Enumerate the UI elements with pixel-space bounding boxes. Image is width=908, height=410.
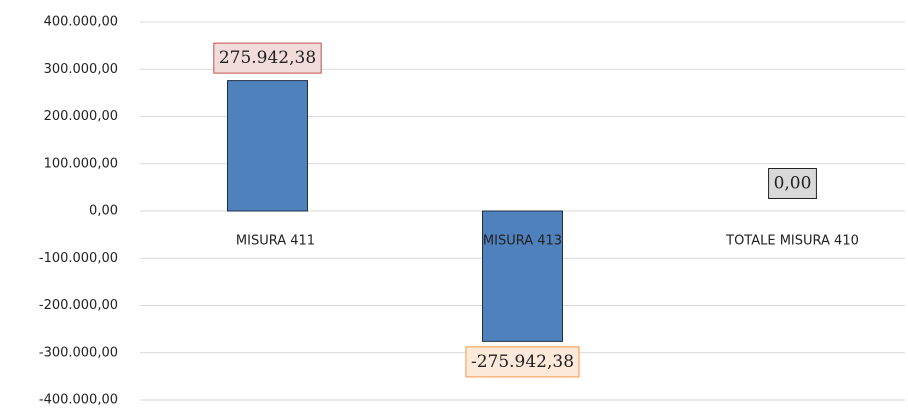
y-tick-label: 400.000,00 bbox=[44, 15, 118, 30]
value-label: 0,00 bbox=[774, 174, 812, 194]
value-label-bg bbox=[213, 42, 322, 74]
y-tick-label: -100.000,00 bbox=[39, 251, 118, 266]
x-tick-label: MISURA 413 bbox=[483, 234, 562, 249]
y-tick-label: -200.000,00 bbox=[39, 298, 118, 313]
y-tick-label: 300.000,00 bbox=[44, 62, 118, 77]
value-label: -275.942,38 bbox=[471, 352, 574, 372]
y-tick-label: 200.000,00 bbox=[44, 109, 118, 124]
value-label-bg bbox=[465, 346, 580, 378]
value-label: 275.942,38 bbox=[219, 48, 316, 68]
bar bbox=[227, 80, 308, 212]
value-label-box: 0,00 bbox=[768, 168, 817, 199]
x-tick-label: MISURA 411 bbox=[236, 234, 315, 249]
y-tick-label: 0,00 bbox=[89, 204, 118, 219]
x-tick-label: TOTALE MISURA 410 bbox=[725, 234, 859, 249]
bar bbox=[482, 210, 563, 342]
y-tick-label: 100.000,00 bbox=[44, 156, 118, 171]
value-label-bg bbox=[768, 168, 817, 199]
value-label-box: 275.942,38 bbox=[213, 42, 322, 74]
y-tick-label: -300.000,00 bbox=[39, 345, 118, 360]
value-label-box: -275.942,38 bbox=[465, 346, 580, 378]
y-tick-label: -400.000,00 bbox=[39, 393, 118, 408]
